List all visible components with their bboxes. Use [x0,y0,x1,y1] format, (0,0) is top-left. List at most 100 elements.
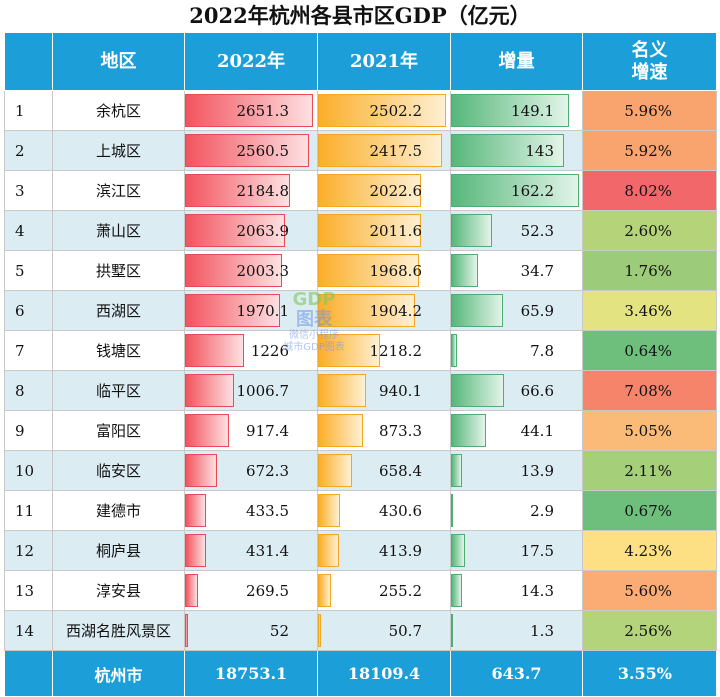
bar-2021 [318,334,381,367]
region-cell: 临平区 [52,370,185,411]
value-2021-cell: 873.3 [317,410,451,451]
bar-2022 [185,94,313,127]
value-increase: 149.1 [511,101,554,120]
table-row: 1 余杭区 2651.3 2502.2 149.1 5.96% [4,90,717,131]
value-2021-cell: 2022.6 [317,170,451,211]
value-2022-cell: 1006.7 [184,370,318,411]
bar-2021 [318,494,341,527]
value-2021-cell: 1218.2 [317,330,451,371]
header-growth: 名义 增速 [582,32,717,91]
bar-2021 [318,374,367,407]
bar-2022 [185,614,188,647]
growth-cell: 5.92% [582,130,717,171]
value-increase: 44.1 [520,421,554,440]
value-increase-cell: 66.6 [450,370,583,411]
value-2021: 2011.6 [369,221,423,240]
bar-increase [451,494,454,527]
value-2022: 269.5 [246,581,289,600]
value-increase: 34.7 [520,261,554,280]
total-rank [4,650,53,697]
value-2022: 1226 [250,341,289,360]
value-2021-cell: 658.4 [317,450,451,491]
value-2022-cell: 917.4 [184,410,318,451]
table-row: 5 拱墅区 2003.3 1968.6 34.7 1.76% [4,250,717,291]
region-cell: 西湖区 [52,290,185,331]
bar-2022 [185,134,309,167]
header-region: 地区 [52,32,185,91]
bar-increase [451,574,463,607]
value-2021-cell: 413.9 [317,530,451,571]
value-2022-cell: 1970.1 [184,290,318,331]
value-2022-cell: 1226 [184,330,318,371]
growth-cell: 2.56% [582,610,717,651]
growth-cell: 3.46% [582,290,717,331]
bar-increase [451,254,479,287]
value-2021-cell: 2502.2 [317,90,451,131]
growth-cell: 5.96% [582,90,717,131]
value-2021: 2417.5 [369,141,423,160]
value-2021-cell: 1968.6 [317,250,451,291]
value-increase: 17.5 [520,541,554,560]
bar-2022 [185,254,282,287]
value-2022: 2184.8 [236,181,290,200]
header-2022: 2022年 [184,32,318,91]
table-row: 4 萧山区 2063.9 2011.6 52.3 2.60% [4,210,717,251]
total-growth: 3.55% [582,650,717,697]
bar-2021 [318,294,416,327]
bar-2022 [185,494,206,527]
bar-2022 [185,574,198,607]
region-cell: 淳安县 [52,570,185,611]
rank-cell: 4 [4,210,53,251]
bar-2022 [185,454,218,487]
bar-2021 [318,614,321,647]
value-2022: 2003.3 [236,261,290,280]
region-cell: 萧山区 [52,210,185,251]
growth-cell: 5.05% [582,410,717,451]
bar-increase [451,294,503,327]
value-increase-cell: 162.2 [450,170,583,211]
growth-cell: 1.76% [582,250,717,291]
region-cell: 建德市 [52,490,185,531]
rank-cell: 9 [4,410,53,451]
chart-title: 2022年杭州各县市区GDP（亿元） [189,3,531,28]
bar-2022 [185,534,206,567]
value-2021: 413.9 [379,541,422,560]
value-increase: 65.9 [520,301,554,320]
value-increase: 14.3 [520,581,554,600]
bar-increase [451,214,493,247]
value-increase-cell: 65.9 [450,290,583,331]
value-2021: 50.7 [388,621,422,640]
value-2021: 1968.6 [369,261,423,280]
table-row: 12 桐庐县 431.4 413.9 17.5 4.23% [4,530,717,571]
value-2022: 1970.1 [236,301,290,320]
value-2022: 2651.3 [236,101,290,120]
value-increase-cell: 13.9 [450,450,583,491]
rank-cell: 8 [4,370,53,411]
value-increase-cell: 52.3 [450,210,583,251]
bar-increase [451,174,579,207]
value-2021-cell: 2417.5 [317,130,451,171]
rank-cell: 3 [4,170,53,211]
bar-2021 [318,214,421,247]
bar-increase [451,334,458,367]
bar-2021 [318,134,442,167]
value-increase-cell: 44.1 [450,410,583,451]
value-2022-cell: 2651.3 [184,90,318,131]
growth-cell: 0.64% [582,330,717,371]
value-2021: 658.4 [379,461,422,480]
header-increase: 增量 [450,32,583,91]
value-increase-cell: 143 [450,130,583,171]
bar-2021 [318,94,446,127]
bar-2022 [185,334,245,367]
growth-cell: 7.08% [582,370,717,411]
bar-2021 [318,534,340,567]
rank-cell: 6 [4,290,53,331]
value-increase-cell: 1.3 [450,610,583,651]
value-2022-cell: 431.4 [184,530,318,571]
table-row: 8 临平区 1006.7 940.1 66.6 7.08% [4,370,717,411]
bar-2022 [185,374,234,407]
bar-2022 [185,174,291,207]
bar-increase [451,614,453,647]
value-2022-cell: 52 [184,610,318,651]
value-increase-cell: 2.9 [450,490,583,531]
